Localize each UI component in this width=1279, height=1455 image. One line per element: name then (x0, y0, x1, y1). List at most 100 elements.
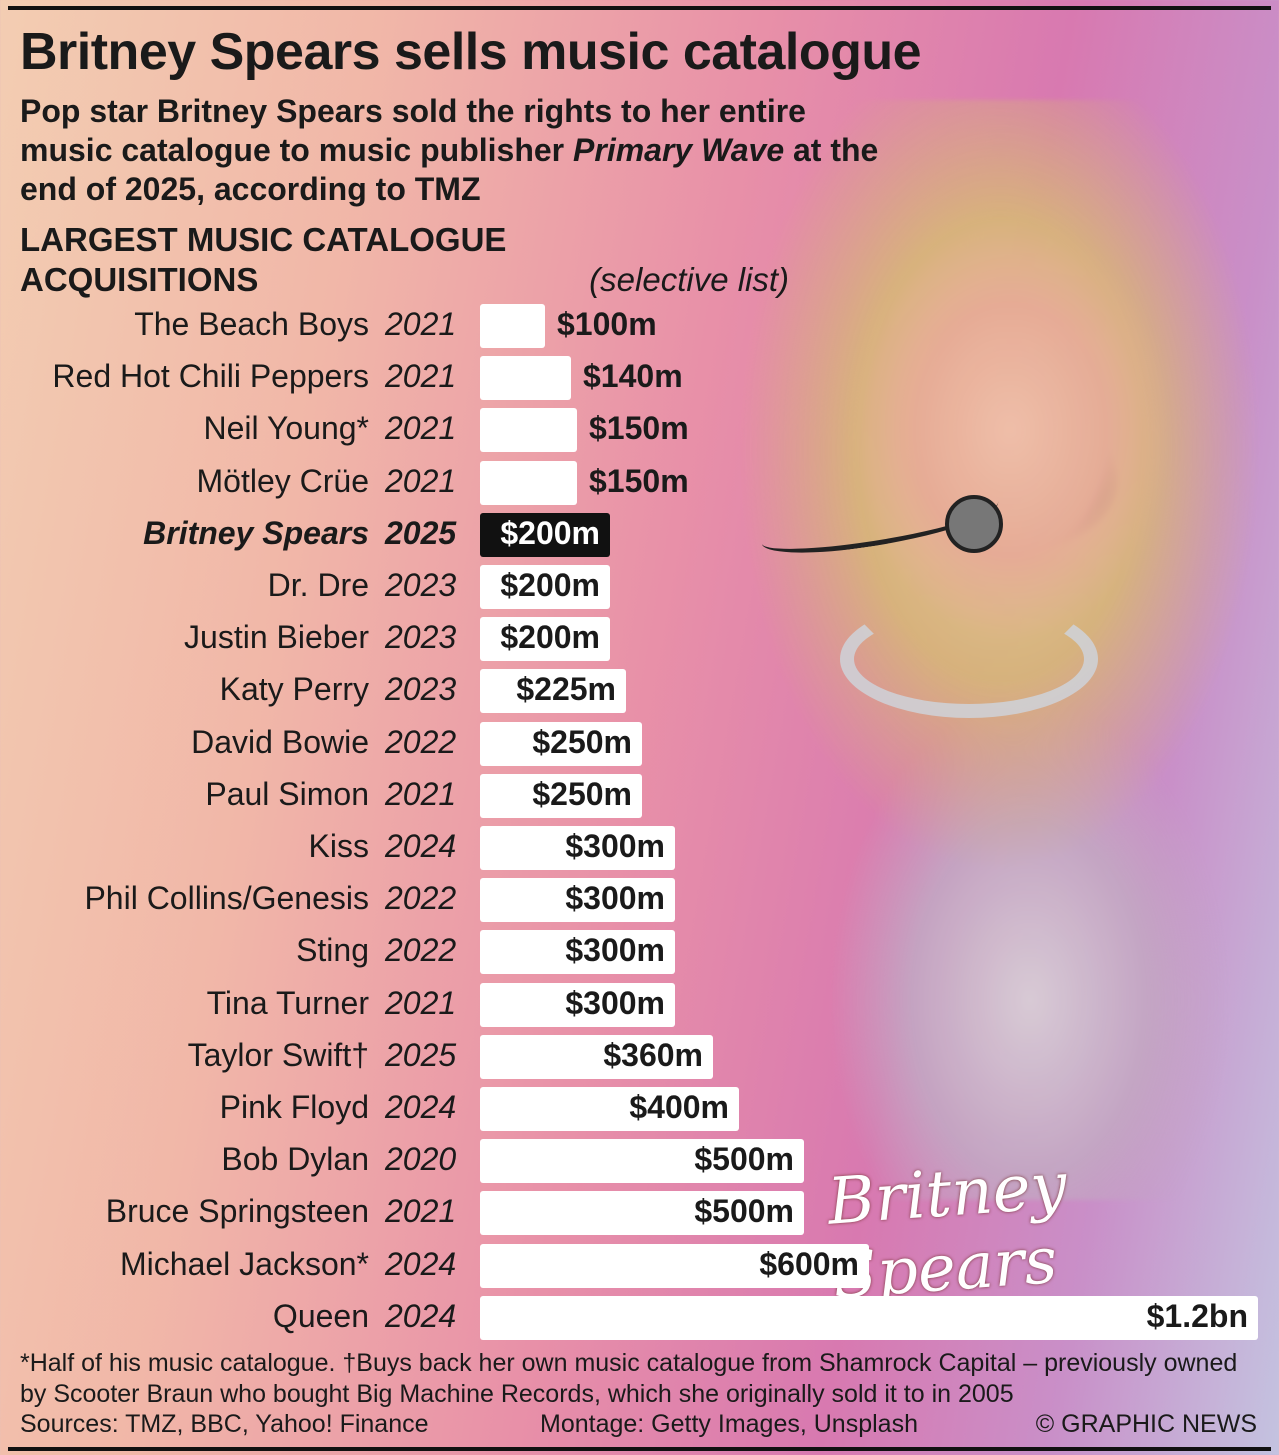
year-label: 2025 (385, 1036, 457, 1073)
chart-heading: LARGEST MUSIC CATALOGUE ACQUISITIONS (se… (20, 220, 789, 300)
bar-row: Paul Simon 2021 $250m (0, 770, 1279, 822)
bar (480, 1191, 804, 1236)
bar-row: Pink Floyd 2024 $400m (0, 1083, 1279, 1135)
value-label: $300m (565, 984, 665, 1021)
bar (480, 773, 642, 818)
bar-row: Justin Bieber 2023 $200m (0, 613, 1279, 665)
bar-row: Red Hot Chili Peppers 2021 $140m (0, 352, 1279, 404)
year-label: 2021 (385, 306, 457, 342)
bar-row: Mötley Crüe 2021 $150m (0, 457, 1279, 509)
chart-heading-note: (selective list) (589, 261, 790, 298)
bar (480, 669, 626, 714)
bar-row: David Bowie 2022 $250m (0, 718, 1279, 770)
bar-row: Bruce Springsteen 2021 $500m (0, 1187, 1279, 1239)
subtitle-text-end: at the end of 2025, according to TMZ (20, 132, 879, 207)
value-label: $500m (694, 1193, 794, 1230)
bar (480, 1034, 713, 1079)
year-label: 2022 (385, 880, 457, 917)
bar (480, 878, 675, 923)
top-rule (8, 6, 1271, 10)
bottom-rule (8, 1447, 1271, 1451)
year-label: 2023 (385, 671, 457, 708)
artist-label: Katy Perry (219, 671, 369, 708)
value-label: $225m (516, 671, 616, 708)
year-label: 2022 (385, 723, 457, 760)
year-label: 2025 (385, 514, 457, 551)
year-label: 2020 (385, 1141, 457, 1178)
artist-label: Paul Simon (205, 775, 369, 812)
artist-label: Britney Spears (143, 514, 369, 551)
bar-row: Bob Dylan 2020 $500m (0, 1135, 1279, 1187)
year-label: 2023 (385, 567, 457, 603)
year-label: 2024 (385, 1297, 457, 1334)
artist-label: Neil Young* (203, 410, 369, 447)
artist-label: Dr. Dre (267, 567, 369, 603)
bar-row: Queen 2024 $1.2bn (0, 1292, 1279, 1344)
value-label: $360m (603, 1036, 703, 1073)
value-label: $150m (589, 462, 689, 499)
page-title: Britney Spears sells music catalogue (20, 23, 922, 81)
bar (480, 982, 675, 1027)
artist-label: Bruce Springsteen (105, 1193, 369, 1230)
bar-row: Neil Young* 2021 $150m (0, 404, 1279, 456)
artist-label: Pink Floyd (219, 1089, 369, 1125)
bar (480, 826, 675, 870)
bar-row: Sting 2022 $300m (0, 926, 1279, 978)
bar (480, 1139, 804, 1184)
artist-label: Michael Jackson* (120, 1245, 369, 1282)
artist-label: Justin Bieber (184, 619, 369, 656)
artist-label: The Beach Boys (134, 306, 369, 342)
bar-row: Michael Jackson* 2024 $600m (0, 1240, 1279, 1292)
artist-label: Taylor Swift† (187, 1036, 369, 1073)
bar-row: Britney Spears 2025 $200m (0, 509, 1279, 561)
artist-label: Red Hot Chili Peppers (52, 358, 369, 395)
value-label: $200m (500, 567, 600, 603)
bar (480, 721, 642, 766)
montage-credit: Montage: Getty Images, Unsplash (540, 1410, 918, 1438)
bar-row: Dr. Dre 2023 $200m (0, 561, 1279, 613)
artist-label: Sting (296, 932, 369, 969)
value-label: $200m (500, 514, 600, 551)
bar (480, 565, 610, 609)
value-label: $400m (629, 1089, 729, 1125)
bar (480, 930, 675, 975)
year-label: 2021 (385, 1193, 457, 1230)
bar-row: Phil Collins/Genesis 2022 $300m (0, 874, 1279, 926)
artist-label: Mötley Crüe (196, 462, 370, 499)
bar (480, 1243, 869, 1288)
value-label: $300m (565, 828, 665, 864)
bar-row: Taylor Swift† 2025 $360m (0, 1031, 1279, 1083)
year-label: 2024 (385, 1245, 457, 1282)
value-label: $100m (557, 306, 657, 342)
artist-label: Tina Turner (206, 984, 369, 1021)
year-label: 2021 (385, 984, 457, 1021)
bar (480, 460, 577, 505)
value-label: $500m (694, 1141, 794, 1178)
footnote: *Half of his music catalogue. †Buys back… (20, 1349, 1238, 1408)
artist-label: Phil Collins/Genesis (84, 880, 369, 917)
bar-row: Tina Turner 2021 $300m (0, 979, 1279, 1031)
subtitle: Pop star Britney Spears sold the rights … (20, 92, 900, 209)
bar (480, 1295, 1258, 1340)
bar (480, 356, 571, 401)
year-label: 2021 (385, 775, 457, 812)
value-label: $300m (565, 932, 665, 969)
value-label: $600m (759, 1245, 859, 1282)
bar (480, 1087, 739, 1131)
value-label: $150m (589, 410, 689, 447)
bar (480, 408, 577, 453)
year-label: 2024 (385, 828, 457, 864)
year-label: 2022 (385, 932, 457, 969)
value-label: $250m (532, 723, 632, 760)
year-label: 2021 (385, 410, 457, 447)
bar (480, 512, 610, 557)
year-label: 2021 (385, 358, 457, 395)
artist-label: Queen (272, 1297, 369, 1334)
copyright: © GRAPHIC NEWS (1035, 1410, 1257, 1438)
value-label: $200m (500, 619, 600, 656)
bar (480, 304, 545, 348)
value-label: $1.2bn (1146, 1297, 1248, 1334)
bar-row: Katy Perry 2023 $225m (0, 665, 1279, 717)
year-label: 2023 (385, 619, 457, 656)
artist-label: Kiss (308, 828, 369, 864)
